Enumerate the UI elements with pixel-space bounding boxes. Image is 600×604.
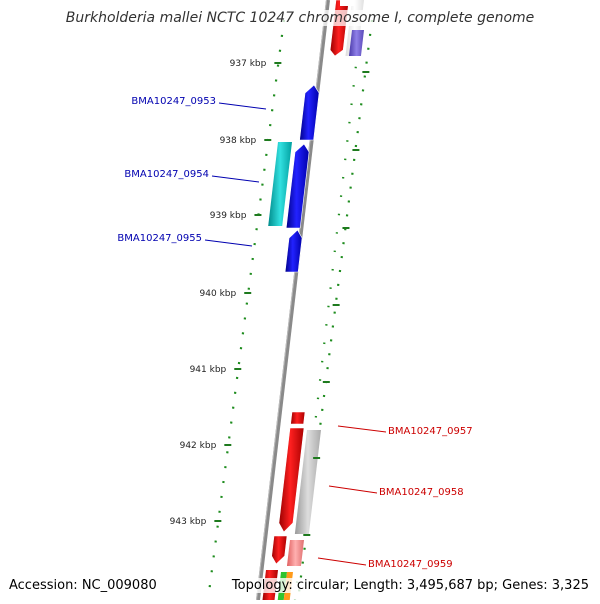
gene-label: BMA10247_0958 [379, 487, 464, 498]
tick-label: 942 kbp [180, 441, 217, 451]
gene-arrow-forward [285, 143, 310, 229]
genome-summary-text: Topology: circular; Length: 3,495,687 bp… [231, 578, 589, 593]
accession-text: Accession: NC_009080 [9, 578, 157, 593]
gene-label: BMA10247_0957 [388, 426, 473, 437]
map-title: Burkholderia mallei NCTC 10247 chromosom… [0, 10, 600, 26]
feature-bar-cyan [268, 142, 292, 226]
inner-dotted-ring [206, 19, 286, 601]
tick-label: 941 kbp [190, 365, 227, 375]
gene-arrow-reverse [290, 411, 306, 425]
gene-label-leader [211, 175, 260, 183]
feature-bar-gray [294, 430, 321, 534]
gene-arrow-forward [299, 84, 320, 141]
gene-label: BMA10247_0955 [117, 233, 202, 244]
tick-label: 939 kbp [210, 211, 247, 221]
gene-label-leader [204, 239, 253, 247]
gene-label-leader [218, 102, 267, 110]
feature-bar-pink [286, 540, 304, 566]
gene-label-leader [337, 425, 387, 433]
gene-label-leader [328, 485, 378, 494]
gene-features [262, 0, 364, 600]
position-ticks: 937 kbp 938 kbp 939 kbp 940 kbp 941 kbp 942 k… [170, 59, 370, 536]
gene-label: BMA10247_0954 [124, 169, 209, 180]
tick-label: 938 kbp [220, 136, 257, 146]
tick-label: 937 kbp [230, 59, 267, 69]
tick-label: 943 kbp [170, 517, 207, 527]
gene-label: BMA10247_0953 [131, 96, 216, 107]
gene-arrow-reverse [329, 0, 350, 57]
feature-bar-purple [348, 30, 364, 56]
gene-arrow-reverse [271, 535, 288, 565]
gene-label: BMA10247_0959 [368, 559, 453, 570]
feature-gap [340, 0, 354, 6]
gene-arrow-reverse [278, 427, 305, 533]
gene-labels: BMA10247_0953 BMA10247_0954 BMA10247_0955 B… [117, 96, 472, 570]
gene-arrow-forward [284, 229, 303, 273]
tick-label: 940 kbp [200, 289, 237, 299]
gene-label-leader [317, 557, 367, 566]
map-footer: Accession: NC_009080 Topology: circular;… [0, 572, 600, 600]
